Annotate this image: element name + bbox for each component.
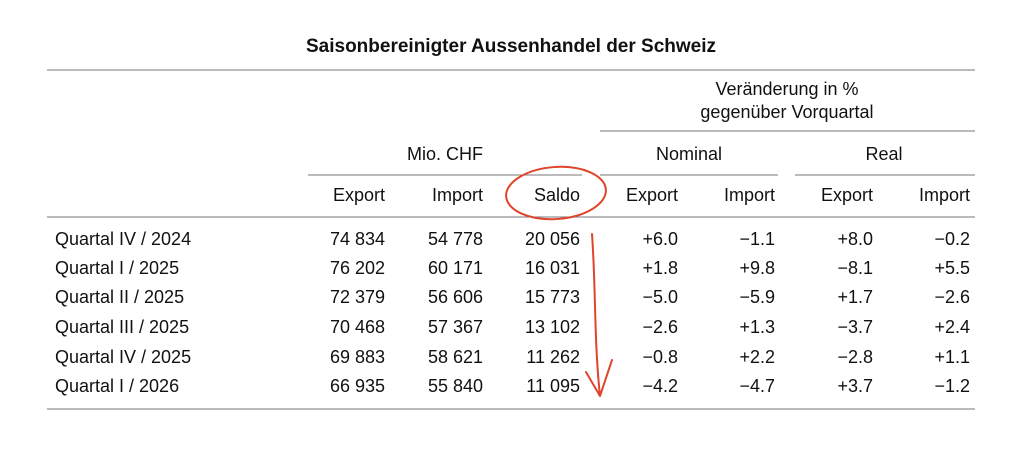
cell: +2.4	[934, 317, 970, 337]
cell: 55 840	[428, 376, 483, 396]
cell: 54 778	[428, 229, 483, 249]
row-label: Quartal II / 2025	[55, 287, 184, 307]
cell: 57 367	[428, 317, 483, 337]
row-label: Quartal IV / 2024	[55, 229, 191, 249]
cell: +1.3	[739, 317, 775, 337]
cell: +3.7	[837, 376, 873, 396]
cell: −4.2	[642, 376, 678, 396]
row-label: Quartal III / 2025	[55, 317, 189, 337]
cell: −5.9	[739, 287, 775, 307]
group-heading: Nominal	[656, 144, 722, 164]
cell: 56 606	[428, 287, 483, 307]
cell: −5.0	[642, 287, 678, 307]
row-label: Quartal IV / 2025	[55, 347, 191, 367]
cell: 72 379	[330, 287, 385, 307]
cell: −0.2	[934, 229, 970, 249]
cell: 66 935	[330, 376, 385, 396]
cell: +8.0	[837, 229, 873, 249]
cell: 60 171	[428, 258, 483, 278]
cell: 58 621	[428, 347, 483, 367]
column-heading: Export	[626, 185, 678, 205]
cell: +6.0	[642, 229, 678, 249]
cell: 70 468	[330, 317, 385, 337]
cell: −1.1	[739, 229, 775, 249]
cell: 69 883	[330, 347, 385, 367]
annotation-circle	[505, 165, 607, 221]
column-heading: Import	[432, 185, 483, 205]
cell: 11 095	[526, 376, 580, 396]
cell: 74 834	[330, 229, 385, 249]
row-label: Quartal I / 2026	[55, 376, 179, 396]
cell: 15 773	[525, 287, 580, 307]
cell: 76 202	[330, 258, 385, 278]
cell: −8.1	[837, 258, 873, 278]
cell: +2.2	[739, 347, 775, 367]
cell: 11 262	[526, 347, 580, 367]
change-heading: gegenüber Vorquartal	[700, 102, 873, 122]
row-label: Quartal I / 2025	[55, 258, 179, 278]
cell: 20 056	[525, 229, 580, 249]
group-heading: Mio. CHF	[407, 144, 483, 164]
cell: +1.8	[642, 258, 678, 278]
cell: +9.8	[739, 258, 775, 278]
cell: +5.5	[934, 258, 970, 278]
column-heading: Saldo	[534, 185, 580, 205]
annotation-arrow	[585, 233, 613, 397]
group-heading: Real	[865, 144, 902, 164]
cell: −2.6	[642, 317, 678, 337]
cell: +1.7	[837, 287, 873, 307]
cell: −0.8	[642, 347, 678, 367]
cell: 13 102	[525, 317, 580, 337]
cell: −1.2	[934, 376, 970, 396]
column-heading: Import	[919, 185, 970, 205]
change-heading: Veränderung in %	[715, 79, 858, 99]
column-heading: Export	[333, 185, 385, 205]
cell: +1.1	[934, 347, 970, 367]
cell: −4.7	[739, 376, 775, 396]
column-heading: Import	[724, 185, 775, 205]
table-title: Saisonbereinigter Aussenhandel der Schwe…	[306, 36, 716, 57]
cell: −3.7	[837, 317, 873, 337]
cell: −2.8	[837, 347, 873, 367]
column-heading: Export	[821, 185, 873, 205]
cell: −2.6	[934, 287, 970, 307]
cell: 16 031	[525, 258, 580, 278]
